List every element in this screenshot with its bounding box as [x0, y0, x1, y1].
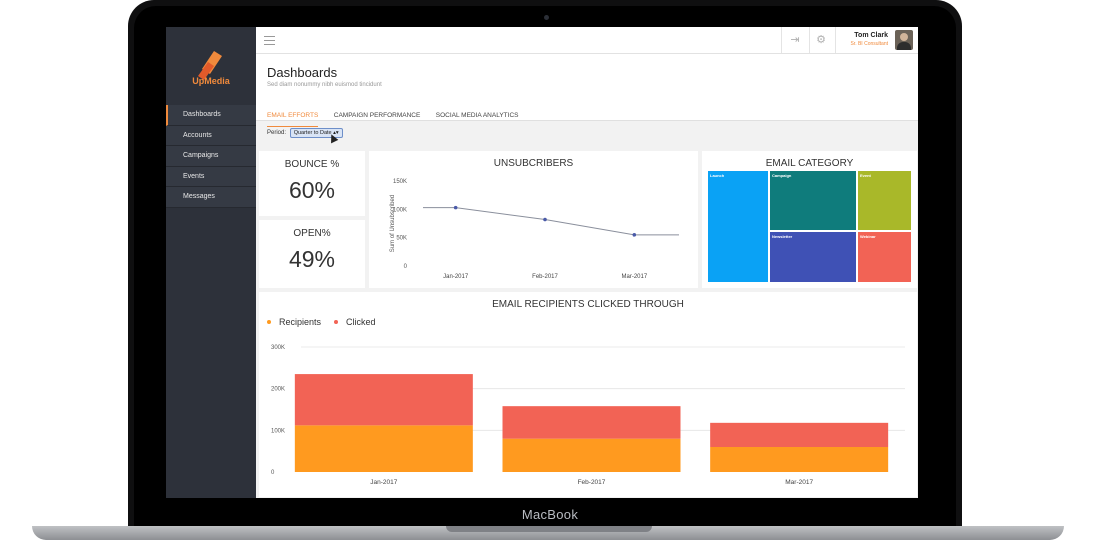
period-label: Period: — [267, 130, 287, 136]
gear-icon[interactable]: ⚙ — [816, 34, 826, 46]
y-tick-label: 50K — [396, 236, 407, 242]
tab-bar: EMAIL EFFORTS CAMPAIGN PERFORMANCE SOCIA… — [267, 104, 530, 127]
sign-in-icon[interactable]: ⇥ — [790, 34, 800, 46]
device-brand: MacBook — [521, 507, 579, 522]
legend-label: Clicked — [346, 317, 376, 327]
category-treemap: Launch Campaign Event Newsletter Webinar — [708, 171, 911, 282]
open-value: 49% — [288, 246, 336, 272]
tab-social-media-analytics[interactable]: SOCIAL MEDIA ANALYTICS — [435, 112, 519, 119]
sidebar-item-accounts[interactable]: Accounts — [166, 125, 256, 146]
topbar-divider — [809, 27, 810, 53]
main-content: ⇥ ⚙ Tom Clark Sr. BI Consultant Dashboar… — [256, 27, 918, 498]
x-tick-label: Jan-2017 — [370, 479, 397, 486]
data-point — [632, 233, 637, 237]
hamburger-icon[interactable] — [264, 36, 275, 45]
x-tick-label: Feb-2017 — [532, 274, 558, 280]
app-name: UpMedia — [192, 76, 230, 86]
unsubscribers-chart: 0 50K 100K 150K Sum of Unsubscribed Jan-2017 F… — [390, 179, 679, 280]
bounce-label: BOUNCE % — [284, 159, 340, 170]
y-axis-label: Sum of Unsubscribed — [390, 195, 396, 252]
sidebar-item-events[interactable]: Events — [166, 166, 256, 187]
category-title: EMAIL CATEGORY — [765, 158, 854, 169]
bar-segment — [294, 425, 473, 472]
period-filter: Period: Quarter to Date ▴▾ — [267, 128, 343, 138]
avatar[interactable] — [895, 30, 913, 50]
recipients-card: EMAIL RECIPIENTS CLICKED THROUGH Recipie… — [259, 292, 917, 497]
y-tick-label: 100K — [271, 428, 285, 434]
y-tick-label: 0 — [271, 470, 275, 476]
screen: UpMedia Dashboards Accounts Campaigns Ev… — [166, 27, 918, 498]
bar-segment — [502, 406, 681, 439]
sidebar-item-messages[interactable]: Messages — [166, 187, 256, 208]
y-tick-label: 300K — [271, 345, 285, 351]
bar-segment — [710, 447, 889, 472]
y-tick-label: 200K — [271, 387, 285, 393]
period-value: Quarter to Date — [293, 130, 332, 136]
treemap-cell — [858, 232, 911, 282]
treemap-cell — [770, 232, 856, 282]
bar-segment — [710, 422, 889, 447]
recipients-title: EMAIL RECIPIENTS CLICKED THROUGH — [492, 299, 684, 310]
tab-campaign-performance[interactable]: CAMPAIGN PERFORMANCE — [333, 112, 421, 119]
legend-label: Recipients — [279, 317, 322, 327]
page-subtitle: Sed diam nonummy nibh euismod tincidunt — [267, 82, 382, 88]
data-point — [543, 217, 547, 222]
bar-segment — [294, 374, 473, 426]
legend-marker — [334, 320, 338, 324]
sidebar-nav: Dashboards Accounts Campaigns Events Mes… — [166, 105, 256, 208]
top-bar: ⇥ ⚙ Tom Clark Sr. BI Consultant — [256, 27, 918, 54]
camera-icon — [544, 15, 549, 20]
period-select[interactable]: Quarter to Date ▴▾ — [289, 128, 343, 138]
category-card: EMAIL CATEGORY Launch Campaign Event Newsle… — [702, 151, 917, 288]
treemap-cell — [858, 171, 911, 230]
laptop-notch — [446, 526, 652, 532]
tab-email-efforts[interactable]: EMAIL EFFORTS — [267, 112, 319, 127]
x-tick-label: Mar-2017 — [785, 479, 813, 486]
recipients-chart: Recipients Clicked 0 100K 200K 300K Jan-2017 Fe… — [267, 317, 905, 486]
topbar-divider — [835, 27, 836, 53]
treemap-label: Event — [860, 173, 872, 178]
treemap-label: Webinar — [860, 234, 876, 239]
topbar-divider — [781, 27, 782, 53]
treemap-label: Launch — [710, 173, 725, 178]
treemap-cell — [770, 171, 856, 230]
data-point — [453, 205, 458, 210]
unsubscribers-card: UNSUBCRIBERS 0 50K 100K 150K Sum of Unsubscr… — [369, 151, 698, 288]
page-header: Dashboards Sed diam nonummy nibh euismod… — [256, 54, 918, 127]
treemap-label: Campaign — [772, 173, 792, 178]
sidebar-item-dashboards[interactable]: Dashboards — [166, 105, 256, 126]
x-tick-label: Mar-2017 — [621, 274, 647, 280]
user-name[interactable]: Tom Clark — [854, 32, 888, 39]
y-tick-label: 150K — [393, 179, 407, 185]
bar-segment — [502, 438, 681, 472]
unsubscribers-title: UNSUBCRIBERS — [493, 158, 574, 169]
legend-marker — [267, 320, 271, 324]
laptop-base — [32, 526, 1064, 540]
y-tick-label: 0 — [404, 264, 408, 270]
treemap-label: Newsletter — [772, 234, 793, 239]
bounce-value: 60% — [288, 177, 336, 203]
upmedia-logo-icon — [198, 51, 222, 80]
sidebar: UpMedia Dashboards Accounts Campaigns Ev… — [166, 27, 256, 498]
page-title: Dashboards — [267, 65, 338, 80]
sidebar-item-campaigns[interactable]: Campaigns — [166, 146, 256, 167]
y-tick-label: 100K — [393, 207, 407, 213]
treemap-cell — [708, 171, 768, 282]
x-tick-label: Jan-2017 — [443, 274, 469, 280]
x-tick-label: Feb-2017 — [578, 479, 606, 486]
user-role: Sr. BI Consultant — [850, 41, 888, 47]
open-card: OPEN% 49% — [259, 220, 365, 288]
open-label: OPEN% — [293, 228, 331, 239]
series-line — [423, 207, 679, 236]
bounce-card: BOUNCE % 60% — [259, 151, 365, 216]
